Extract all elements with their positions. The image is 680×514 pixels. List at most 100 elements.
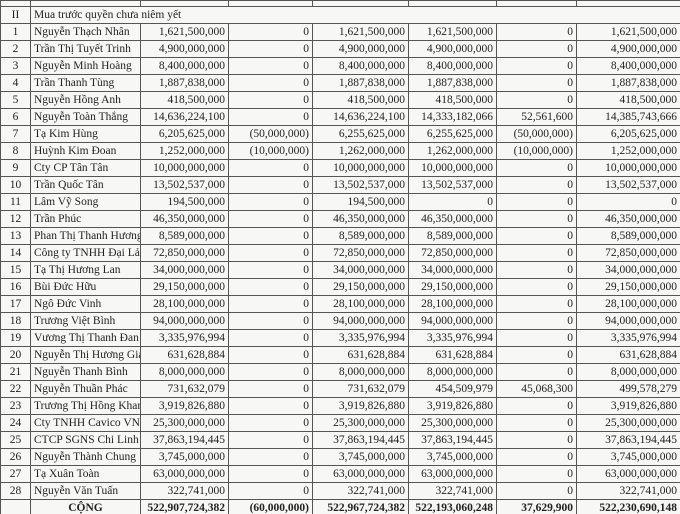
amount-cell: 10,000,000,000 [312,159,409,177]
row-name: CTCP SGNS Chi Linh [30,431,141,449]
amount-cell: 0 [496,363,577,381]
amount-cell: 46,350,000,000 [312,210,409,228]
amount-cell: 631,628,884 [576,346,680,364]
amount-cell: 34,000,000,000 [576,261,680,279]
row-name: Huỳnh Kim Đoan [30,142,141,160]
amount-cell: 14,636,224,100 [140,108,229,126]
section-row: II Mua trước quyền chưa niêm yết [0,6,680,24]
amount-cell: 631,628,884 [408,346,497,364]
amount-cell: 1,621,500,000 [408,23,497,41]
amount-cell: 0 [228,380,313,398]
amount-cell: 63,000,000,000 [312,465,409,483]
amount-cell: 0 [496,159,577,177]
row-index: 12 [0,210,31,228]
row-index: 6 [0,108,31,126]
amount-cell: 0 [496,431,577,449]
amount-cell: 63,000,000,000 [140,465,229,483]
row-index: 20 [0,346,31,364]
section-title: Mua trước quyền chưa niêm yết [30,6,680,24]
amount-cell: 13,502,537,000 [408,176,497,194]
table-row: 11 Lâm Vỹ Song 194,500,000 0 194,500,000 0 0 0 [0,193,680,211]
table-row: 24 Cty TNHH Cavico VN 25,300,000,000 0 25,30… [0,414,680,432]
row-index: 25 [0,431,31,449]
row-index: 3 [0,57,31,75]
amount-cell: 1,621,500,000 [576,23,680,41]
amount-cell: 0 [496,244,577,262]
table-row: 5 Nguyễn Hồng Anh 418,500,000 0 418,500,000 4… [0,91,680,109]
total-amount: 522,907,724,382 [140,499,229,514]
row-index: 14 [0,244,31,262]
row-index: 10 [0,176,31,194]
amount-cell: 29,150,000,000 [312,278,409,296]
amount-cell: 322,741,000 [576,482,680,500]
amount-cell: 499,578,279 [576,380,680,398]
amount-cell: 25,300,000,000 [312,414,409,432]
amount-cell: 0 [228,312,313,330]
total-amount: 522,967,724,382 [312,499,409,514]
amount-cell: 8,589,000,000 [576,227,680,245]
amount-cell: 0 [496,278,577,296]
amount-cell: 0 [228,278,313,296]
amount-cell: 13,502,537,000 [576,176,680,194]
amount-cell: 322,741,000 [140,482,229,500]
amount-cell: 0 [496,312,577,330]
row-index: 19 [0,329,31,347]
amount-cell: 0 [496,193,577,211]
row-name: Trương Thị Hồng Khanh [30,397,141,415]
amount-cell: 34,000,000,000 [312,261,409,279]
row-name: Vương Thị Thanh Đan [30,329,141,347]
row-name: Nguyễn Thuần Phác [30,380,141,398]
amount-cell: 0 [228,295,313,313]
amount-cell: 0 [228,261,313,279]
row-name: Nguyễn Hồng Anh [30,91,141,109]
row-name: Trần Phúc [30,210,141,228]
amount-cell: 46,350,000,000 [408,210,497,228]
amount-cell: 194,500,000 [312,193,409,211]
amount-cell: 94,000,000,000 [140,312,229,330]
table-row: 16 Bùi Đức Hữu 29,150,000,000 0 29,150,000,0… [0,278,680,296]
table-row: 1 Nguyễn Thạch Nhân 1,621,500,000 0 1,621,50… [0,23,680,41]
row-name: Tạ Thị Hương Lan [30,261,141,279]
amount-cell: 72,850,000,000 [312,244,409,262]
amount-cell: 37,863,194,445 [140,431,229,449]
amount-cell: 0 [496,176,577,194]
amount-cell: 28,100,000,000 [576,295,680,313]
amount-cell: 63,000,000,000 [408,465,497,483]
row-name: Nguyễn Minh Hoàng [30,57,141,75]
amount-cell: (50,000,000) [228,125,313,143]
amount-cell: 631,628,884 [312,346,409,364]
amount-cell: 3,335,976,994 [312,329,409,347]
amount-cell: 14,333,182,066 [408,108,497,126]
row-index: 26 [0,448,31,466]
amount-cell: 72,850,000,000 [408,244,497,262]
row-name: Nguyễn Toàn Thắng [30,108,141,126]
amount-cell: 0 [496,448,577,466]
table-row: 7 Tạ Kim Hùng 6,205,625,000 (50,000,000) 6,2… [0,125,680,143]
amount-cell: 13,502,537,000 [140,176,229,194]
table-row: 22 Nguyễn Thuần Phác 731,632,079 0 731,632,0… [0,380,680,398]
amount-cell: 8,000,000,000 [408,363,497,381]
amount-cell: 34,000,000,000 [140,261,229,279]
amount-cell: 8,589,000,000 [312,227,409,245]
amount-cell: 3,335,976,994 [408,329,497,347]
row-name: Trần Thanh Tùng [30,74,141,92]
row-index: 5 [0,91,31,109]
table-row: 26 Nguyễn Thành Chung 3,745,000,000 0 3,745,… [0,448,680,466]
row-index: 16 [0,278,31,296]
amount-cell: 28,100,000,000 [312,295,409,313]
amount-cell: 1,252,000,000 [140,142,229,160]
amount-cell: 6,255,625,000 [408,125,497,143]
row-index: 18 [0,312,31,330]
amount-cell: 37,863,194,445 [576,431,680,449]
amount-cell: 0 [496,397,577,415]
table-row: 19 Vương Thị Thanh Đan 3,335,976,994 0 3,335… [0,329,680,347]
amount-cell: 0 [228,227,313,245]
total-label: CỘNG [30,499,141,514]
row-name: Trần Quốc Tân [30,176,141,194]
row-index: 2 [0,40,31,58]
amount-cell: 631,628,884 [140,346,229,364]
amount-cell: 418,500,000 [312,91,409,109]
amount-cell: 3,919,826,880 [140,397,229,415]
